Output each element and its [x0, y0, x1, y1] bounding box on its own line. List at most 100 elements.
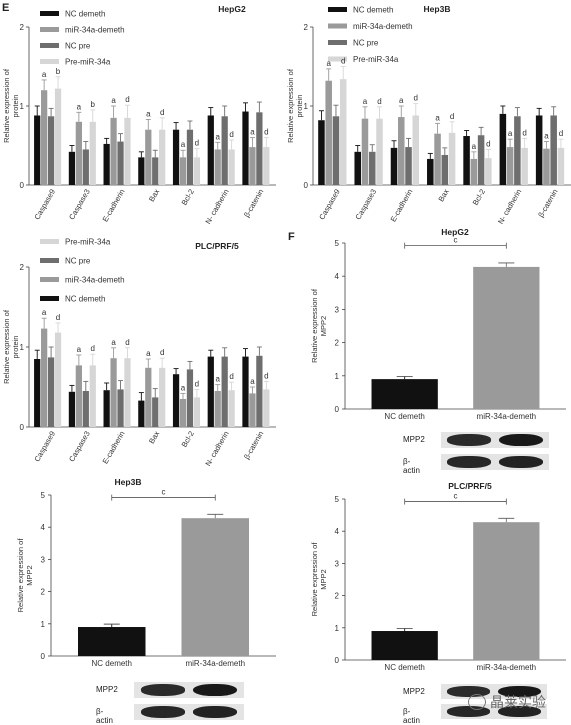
blot-row-label: MPP2 [96, 685, 118, 694]
chart-title: HepG2 [441, 227, 469, 237]
bar [228, 149, 235, 185]
blot-row-label: MPP2 [403, 687, 425, 696]
x-tick-label: NC demeth [92, 659, 132, 668]
x-tick-label: Bcl-2 [180, 430, 196, 449]
bar [47, 116, 55, 185]
bar [325, 80, 332, 185]
blot-band [140, 706, 185, 718]
bar [54, 88, 62, 185]
x-tick-label: N- cadherin [496, 188, 523, 226]
significance-label: d [160, 348, 164, 357]
bar [103, 390, 110, 427]
x-tick-label: β-catenin [242, 430, 265, 461]
chart-e-hepg2: 0 1 2 Relative expression of protein HepG2 NC … [2, 4, 276, 226]
bar [499, 113, 507, 185]
significance-label: d [559, 129, 563, 138]
bar [145, 367, 152, 427]
bar [172, 129, 180, 185]
blot-band [447, 686, 490, 697]
y-tick-label: 5 [41, 491, 46, 500]
significance-label: a [181, 140, 186, 149]
blot-band [447, 456, 491, 468]
bar [152, 397, 159, 427]
bar [75, 365, 82, 427]
y-tick-label: 0 [304, 181, 309, 190]
y-axis-label: Relative expression of [310, 288, 319, 363]
chart-title: Hep3B [115, 477, 142, 487]
bar [41, 328, 48, 427]
bar [193, 157, 201, 185]
bar [78, 627, 146, 656]
y-tick-label: 2 [304, 23, 309, 32]
legend-swatch [40, 11, 59, 16]
bar [181, 518, 249, 656]
blot-band [498, 705, 541, 718]
blot-strip [134, 682, 244, 698]
bar [117, 141, 124, 185]
bar [159, 129, 166, 185]
legend-entry: Pre-miR-34a [353, 55, 399, 64]
x-tick-label: miR-34a-demeth [185, 659, 245, 668]
significance-label: c [454, 492, 458, 501]
y-tick-label: 3 [41, 555, 46, 564]
x-tick-label: Bax [147, 429, 161, 445]
blot-band [447, 434, 491, 446]
y-tick-label: 0 [41, 652, 46, 661]
chart-title: PLC/PRF/5 [195, 241, 239, 251]
significance-label: a [146, 109, 151, 118]
legend-swatch [40, 43, 59, 48]
legend-entry: Pre-miR-34a [65, 238, 111, 247]
x-tick-label: Bax [147, 187, 161, 203]
significance-label: a [215, 375, 220, 384]
significance-label: a [508, 129, 513, 138]
bar [473, 266, 540, 409]
y-tick-label: 1 [20, 343, 25, 352]
bar [145, 129, 152, 185]
legend-swatch [40, 59, 59, 64]
bar [514, 116, 521, 185]
bar [34, 359, 41, 427]
y-tick-label: 0 [20, 423, 25, 432]
significance-label: a [42, 70, 47, 79]
y-axis-label: Relative expression of [310, 542, 319, 617]
legend-swatch [40, 277, 59, 282]
y-tick-label: 0 [20, 181, 25, 190]
x-tick-label: Caspase9 [32, 188, 57, 222]
y-tick-label: 1 [335, 624, 340, 633]
bar [152, 157, 159, 185]
significance-label: a [435, 113, 440, 122]
x-tick-label: E-cadherin [101, 188, 127, 224]
x-tick-label: E-cadherin [389, 188, 415, 224]
y-tick-label: 2 [41, 588, 46, 597]
significance-label: d [160, 108, 164, 117]
x-tick-label: β-catenin [536, 188, 559, 219]
bar [371, 379, 438, 409]
significance-label: d [91, 344, 95, 353]
bar [405, 147, 412, 185]
panel-label-f: F [288, 231, 295, 243]
blot-row-label: MPP2 [403, 435, 425, 444]
bar [361, 118, 369, 185]
y-tick-label: 2 [20, 23, 25, 32]
significance-label: c [454, 236, 458, 245]
y-tick-label: 5 [335, 495, 340, 504]
blot-row-label: β-actin [403, 457, 420, 475]
blot-row-label: β-actin [403, 707, 420, 725]
y-axis-label: MPP2 [319, 569, 328, 589]
y-tick-label: 3 [335, 559, 340, 568]
significance-label: a [250, 377, 255, 386]
legend-swatch [40, 27, 59, 32]
y-axis-label: Relative expression of [16, 538, 25, 613]
y-axis-label: protein [11, 95, 20, 118]
x-tick-label: Caspase3 [67, 188, 92, 222]
significance-label: d [125, 338, 129, 347]
chart-plc-mpp2: 0 1 2 3 4 5 Relative expression of MPP2 PLC/PRF/… [310, 481, 566, 672]
significance-label: d [195, 379, 199, 388]
significance-label: a [326, 59, 331, 68]
blot-band [498, 685, 541, 698]
chart-hep3b-mpp2: 0 1 2 3 4 5 Relative expression of MPP2 Hep3B NC … [16, 477, 276, 668]
legend-entry: miR-34a-demeth [65, 276, 125, 285]
significance-label: a [544, 132, 549, 141]
x-tick-label: N- cadherin [203, 430, 230, 468]
bar [138, 157, 145, 185]
